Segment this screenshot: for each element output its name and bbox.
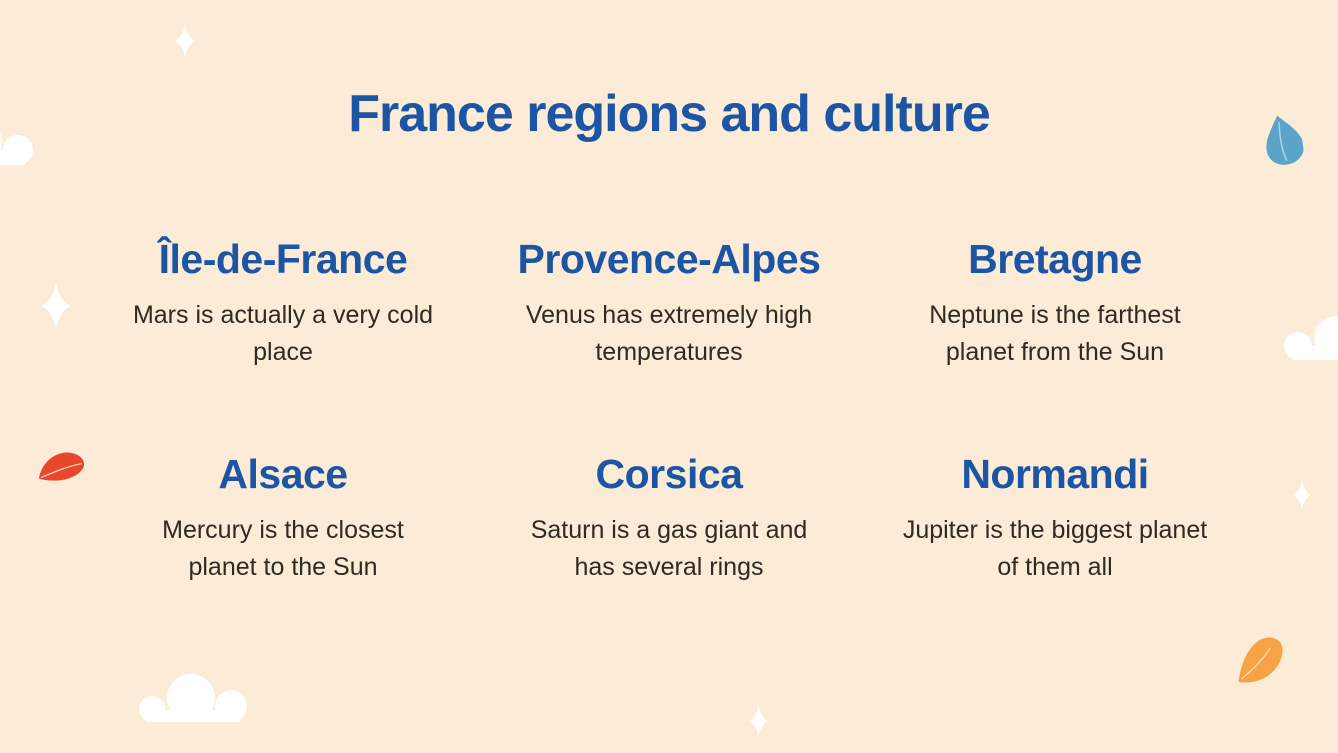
cloud-icon <box>1284 316 1338 360</box>
region-card-normandi: Normandi Jupiter is the biggest planet o… <box>885 451 1225 586</box>
red-leaf-icon <box>39 452 85 481</box>
orange-leaf-icon <box>1238 637 1283 683</box>
region-description: Neptune is the farthest planet from the … <box>929 301 1181 366</box>
region-title: Alsace <box>218 451 348 497</box>
region-description: Mercury is the closest planet to the Sun <box>162 516 404 581</box>
sparkle-icon <box>175 24 195 58</box>
sparkle-icon <box>1293 479 1311 511</box>
page-title: France regions and culture <box>348 85 991 143</box>
region-title: Bretagne <box>968 236 1142 282</box>
region-card-provence-alpes: Provence-Alpes Venus has extremely high … <box>499 236 839 371</box>
region-card-ile-de-france: Île-de-France Mars is actually a very co… <box>113 236 453 371</box>
region-title: Normandi <box>961 451 1149 497</box>
sparkle-icon <box>41 282 71 330</box>
regions-grid: Île-de-France Mars is actually a very co… <box>113 236 1225 586</box>
region-description: Venus has extremely high temperatures <box>525 301 813 366</box>
region-card-alsace: Alsace Mercury is the closest planet to … <box>113 451 453 586</box>
region-card-corsica: Corsica Saturn is a gas giant and has se… <box>499 451 839 586</box>
region-title: Corsica <box>595 451 743 497</box>
region-title: Île-de-France <box>158 236 408 282</box>
region-card-bretagne: Bretagne Neptune is the farthest planet … <box>885 236 1225 371</box>
region-description: Saturn is a gas giant and has several ri… <box>530 516 808 581</box>
sparkle-icon <box>749 705 768 737</box>
region-description: Jupiter is the biggest planet of them al… <box>902 516 1208 581</box>
region-description: Mars is actually a very cold place <box>132 301 434 366</box>
cloud-icon <box>139 674 247 722</box>
region-title: Provence-Alpes <box>517 236 821 282</box>
